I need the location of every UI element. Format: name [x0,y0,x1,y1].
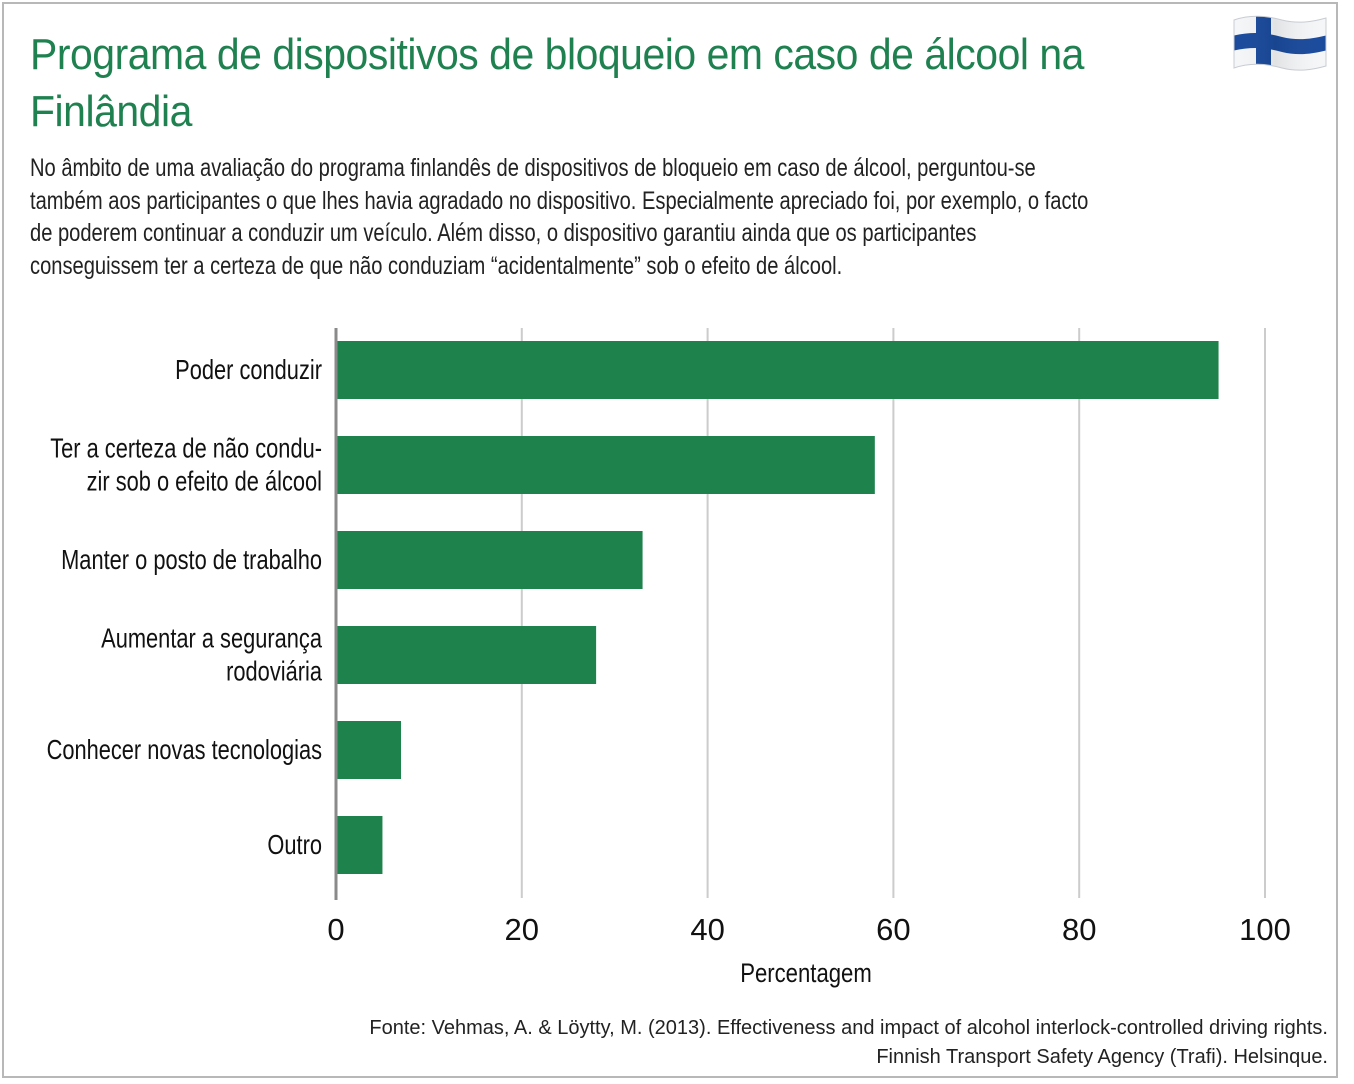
bar [336,626,597,684]
x-tick-label: 60 [876,912,910,947]
x-axis-title: Percentagem [740,959,872,989]
bar [336,436,875,494]
category-label: Conhecer novas tecnologias [47,734,322,765]
source-line-1: Fonte: Vehmas, A. & Löytty, M. (2013). E… [369,1017,1328,1039]
category-label: Poder conduzir [175,354,322,385]
category-label: Ter a certeza de não condu- [50,433,322,464]
x-tick-label: 40 [690,912,724,947]
bar [336,721,402,779]
x-tick-label: 0 [327,912,344,947]
bar-chart: Poder conduzir Ter a certeza de não condu… [47,328,1291,989]
chart-description: No âmbito de uma avaliação do programa f… [30,154,1089,280]
category-label: Manter o posto de trabalho [61,544,322,575]
source-citation: Fonte: Vehmas, A. & Löytty, M. (2013). E… [369,1014,1328,1072]
bar [336,531,643,589]
category-label: Aumentar a segurança [101,623,322,654]
bar [336,341,1219,399]
x-tick-label: 80 [1062,912,1096,947]
category-label: rodoviária [226,656,322,687]
x-tick-label: 20 [505,912,539,947]
x-tick-label: 100 [1239,912,1291,947]
chart-title: Programa de dispositivos de bloqueio em … [30,30,1084,136]
figure-frame [2,2,1338,1078]
category-label: Outro [267,829,322,860]
category-label: zir sob o efeito de álcool [87,466,322,497]
bar [336,816,383,874]
finland-flag-icon [1233,15,1327,71]
source-line-2: Finnish Transport Safety Agency (Trafi).… [876,1046,1328,1068]
